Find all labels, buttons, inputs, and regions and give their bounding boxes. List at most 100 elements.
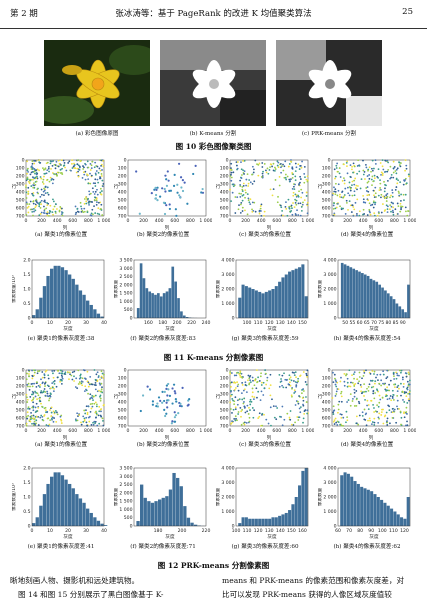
scatter-point xyxy=(29,178,31,181)
y-tick-label: 0 xyxy=(232,316,235,322)
scatter-point xyxy=(408,379,411,382)
scatter-point xyxy=(285,386,288,389)
scatter-point xyxy=(89,169,92,171)
y-tick-label: 0 xyxy=(130,316,133,322)
scatter-point xyxy=(85,421,88,424)
scatter-point xyxy=(268,387,271,390)
scatter-point xyxy=(28,375,30,377)
scatter-point xyxy=(28,369,30,372)
scatter-point xyxy=(26,401,29,403)
x-tick-label: 200 xyxy=(343,218,352,224)
y-tick-label: 1 000 xyxy=(323,509,336,515)
scatter-point xyxy=(165,387,168,390)
scatter-point xyxy=(46,191,49,194)
scatter-point xyxy=(353,388,356,391)
scatter-point xyxy=(87,174,89,177)
scatter-point xyxy=(32,414,35,417)
scatter-point xyxy=(271,194,274,197)
x-tick-label: 800 xyxy=(186,218,195,224)
scatter-point xyxy=(39,195,42,198)
scatter-point xyxy=(338,195,341,198)
histogram-bar xyxy=(393,511,397,526)
scatter-point xyxy=(240,192,242,195)
x-tick-label: 800 xyxy=(288,218,297,224)
scatter-point xyxy=(374,392,376,394)
scatter-point xyxy=(355,390,358,392)
scatter-point xyxy=(47,193,50,196)
scatter-point xyxy=(334,377,336,380)
scatter-point xyxy=(392,202,395,205)
scatter-point xyxy=(230,408,232,410)
scatter-point xyxy=(349,189,352,192)
histogram-bar xyxy=(162,293,166,318)
scatter-point xyxy=(337,189,340,192)
scatter-point xyxy=(343,372,346,375)
scatter-point xyxy=(373,417,376,420)
scatter-point xyxy=(99,394,102,397)
scatter-point xyxy=(300,188,303,191)
scatter-point xyxy=(59,369,62,372)
y-tick-label: 100 xyxy=(118,376,127,382)
scatter-point xyxy=(265,372,267,375)
x-axis-label: 列 xyxy=(63,434,68,441)
histogram-bar xyxy=(53,472,57,526)
scatter-point xyxy=(29,385,31,388)
scatter-point xyxy=(230,167,232,170)
scatter-point xyxy=(252,398,255,401)
scatter-point xyxy=(386,192,389,195)
scatter-point xyxy=(251,376,254,379)
scatter-point xyxy=(29,415,32,418)
scatter-point xyxy=(386,195,389,198)
scatter-point xyxy=(101,185,104,188)
scatter-point xyxy=(89,172,91,175)
scatter-point xyxy=(231,420,233,423)
x-tick-label: 600 xyxy=(68,218,77,224)
scatter-point xyxy=(96,165,99,168)
scatter-point xyxy=(386,159,389,162)
scatter-point xyxy=(82,369,85,371)
scatter-point xyxy=(86,424,89,427)
x-tick-label: 200 xyxy=(343,428,352,434)
scatter-point xyxy=(400,394,402,397)
scatter-point xyxy=(173,173,176,176)
scatter-point xyxy=(153,188,156,191)
histogram-bar xyxy=(271,289,275,318)
x-tick-label: 200 xyxy=(178,528,187,534)
scatter-point xyxy=(83,202,86,205)
scatter-point xyxy=(405,375,408,378)
scatter-point xyxy=(373,424,376,426)
scatter-point xyxy=(30,411,32,414)
scatter-point xyxy=(337,183,340,186)
scatter-point xyxy=(301,397,304,399)
x-tick-label: 600 xyxy=(374,428,383,434)
scatter-point xyxy=(32,194,34,197)
y-tick-label: 2 500 xyxy=(119,482,132,488)
scatter-point xyxy=(372,180,375,183)
histogram-bar xyxy=(165,291,169,318)
scatter-point xyxy=(34,395,37,398)
scatter-point xyxy=(95,416,97,419)
scatter-point xyxy=(230,176,233,179)
scatter-point xyxy=(365,166,368,169)
scatter-point xyxy=(249,403,252,406)
scatter-point xyxy=(49,394,51,397)
scatter-point xyxy=(245,178,248,181)
scatter-point xyxy=(379,188,382,191)
scatter-point xyxy=(46,202,48,204)
fig12-scatter-caption-3: (d) 聚类4的像素位置 xyxy=(340,442,394,448)
scatter-point xyxy=(31,385,34,388)
scatter-point xyxy=(46,395,49,397)
histogram-bar xyxy=(186,517,191,526)
scatter-point xyxy=(45,369,48,372)
histogram-bar xyxy=(78,290,83,318)
scatter-point xyxy=(334,379,337,382)
scatter-point xyxy=(178,194,181,197)
histogram-bar xyxy=(53,265,57,318)
scatter-point xyxy=(272,162,275,165)
scatter-point xyxy=(353,371,356,374)
scatter-point xyxy=(333,168,336,171)
scatter-point xyxy=(392,167,395,170)
histogram-bar xyxy=(278,281,282,318)
x-tick-label: 400 xyxy=(53,218,62,224)
histogram-bar xyxy=(264,291,268,318)
